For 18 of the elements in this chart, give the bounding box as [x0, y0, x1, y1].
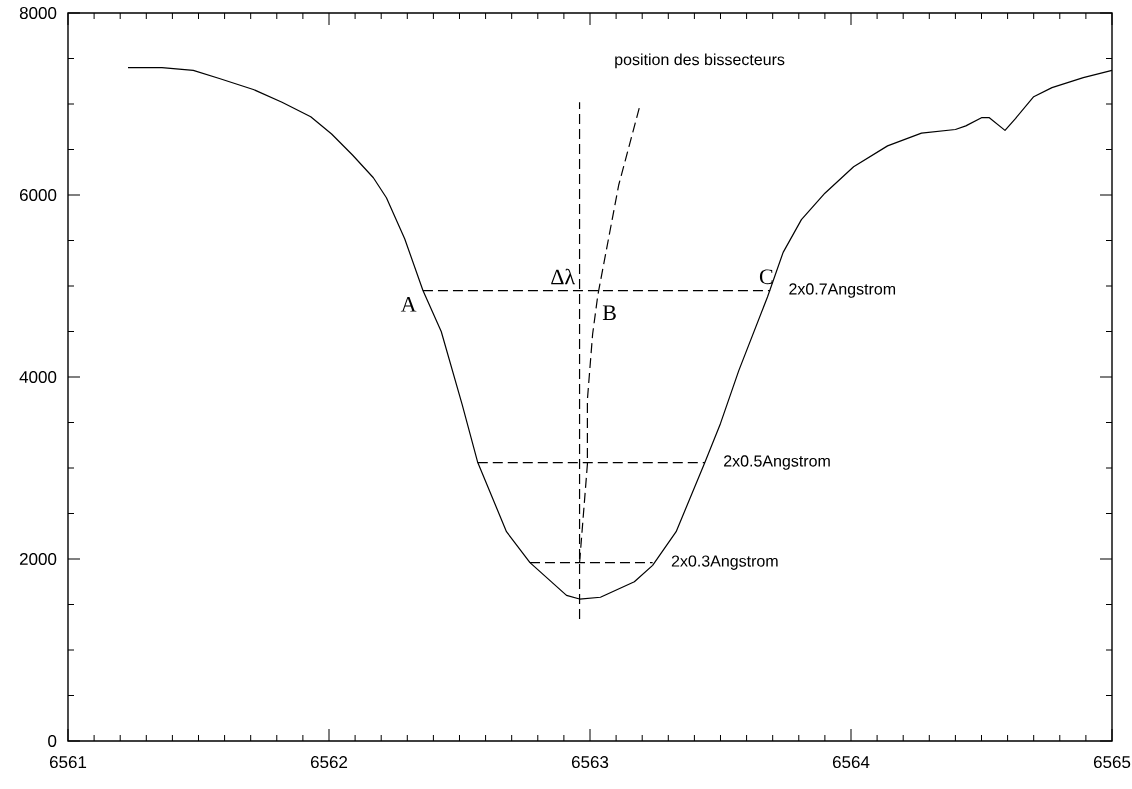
annotation: 2x0.5Angstrom — [724, 455, 830, 470]
annotation: 2x0.7Angstrom — [789, 283, 896, 298]
annotation: A — [400, 296, 417, 312]
annotation: 2x0.3Angstrom — [671, 555, 778, 570]
annotation: Δλ — [551, 268, 576, 285]
x-tick-label: 6565 — [1093, 756, 1131, 769]
y-tick-label: 6000 — [19, 189, 57, 202]
x-tick-label: 6562 — [310, 756, 348, 769]
annotation: C — [759, 269, 773, 285]
annotation: B — [602, 305, 616, 320]
y-tick-label: 4000 — [19, 371, 57, 384]
x-tick-label: 6563 — [571, 756, 609, 769]
y-tick-label: 8000 — [19, 7, 57, 20]
y-tick-label: 2000 — [19, 553, 57, 566]
y-tick-label: 0 — [48, 734, 57, 748]
x-tick-label: 6564 — [832, 756, 870, 769]
x-tick-label: 6561 — [49, 756, 87, 769]
annotation: position des bissecteurs — [615, 53, 785, 69]
